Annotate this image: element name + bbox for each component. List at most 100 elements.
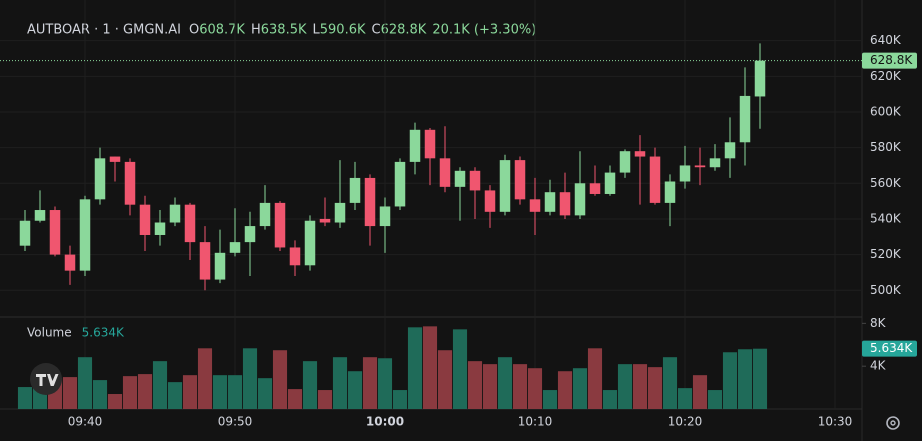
volume-bar xyxy=(512,364,528,409)
volume-badge-label: 5.634K xyxy=(870,341,913,355)
candle-body xyxy=(589,183,601,194)
volume-bar xyxy=(752,348,768,409)
volume-bar xyxy=(92,380,108,409)
volume-bar xyxy=(422,326,438,409)
volume-bar xyxy=(107,394,123,409)
candle-body xyxy=(424,129,436,159)
volume-bar xyxy=(332,357,348,409)
candle-body xyxy=(169,204,181,223)
volume-bar xyxy=(467,361,483,409)
candle-body xyxy=(619,151,631,173)
volume-bar xyxy=(182,375,198,409)
gear-hub xyxy=(890,420,896,426)
volume-bar xyxy=(242,348,258,409)
candle-body xyxy=(709,158,721,168)
volume-bar xyxy=(527,368,543,409)
volume-bar xyxy=(392,390,408,409)
volume-bar xyxy=(677,388,693,409)
candle-body xyxy=(694,165,706,168)
volume-bar xyxy=(377,358,393,409)
volume-bar xyxy=(302,361,318,409)
ohlc-key: O xyxy=(189,23,199,38)
ohlc-value: 628.8K xyxy=(381,23,427,38)
chart-title: AUTBOAR · 1 · GMGN.AI xyxy=(27,23,181,38)
candle-body xyxy=(754,60,766,97)
candle-body xyxy=(124,161,136,205)
y-tick-label: 520K xyxy=(870,247,902,261)
candle-body xyxy=(319,218,331,223)
volume-bar xyxy=(122,376,138,409)
settings-icon[interactable] xyxy=(886,416,900,430)
volume-bar xyxy=(347,371,363,409)
volume-bar xyxy=(647,367,663,409)
volume-tick-label: 4K xyxy=(870,359,887,373)
candle-body xyxy=(229,242,241,253)
volume-bar xyxy=(452,329,468,409)
logo-bg xyxy=(30,363,62,395)
candle-body xyxy=(184,204,196,243)
volume-bar xyxy=(722,352,738,409)
volume-name: Volume xyxy=(27,326,72,340)
volume-bar xyxy=(497,357,513,409)
candle-body xyxy=(34,210,46,221)
y-tick-label: 540K xyxy=(870,211,902,225)
x-tick-label: 10:00 xyxy=(366,415,404,429)
y-tick-label: 640K xyxy=(870,33,902,47)
volume-bar xyxy=(212,375,228,409)
legend-header: AUTBOAR · 1 · GMGN.AI O 608.7K H 638.5K L 590.… xyxy=(27,23,536,38)
candle-body xyxy=(379,206,391,227)
last-price-badge xyxy=(862,52,917,69)
candle-body xyxy=(244,226,256,243)
volume-bar xyxy=(137,374,153,409)
volume-bar xyxy=(707,390,723,409)
volume-bar xyxy=(152,361,168,409)
candle-body xyxy=(139,204,151,235)
candle-body xyxy=(334,202,346,223)
y-tick-label: 560K xyxy=(870,176,902,190)
volume-bar xyxy=(482,364,498,409)
candle-body xyxy=(604,172,616,194)
volume-bar xyxy=(632,364,648,409)
volume-bar xyxy=(17,387,33,409)
logo-glyph xyxy=(36,374,59,386)
candle-body xyxy=(514,160,526,200)
x-tick-label: 09:50 xyxy=(218,415,253,429)
candle-body xyxy=(214,252,226,280)
candle-body xyxy=(469,170,481,191)
volume-bar xyxy=(272,350,288,409)
candle-body xyxy=(64,254,76,271)
candle-body xyxy=(559,192,571,216)
gear-ring xyxy=(886,416,900,430)
candle-body xyxy=(289,247,301,266)
candle-body xyxy=(49,210,61,255)
x-tick-label: 10:10 xyxy=(518,415,553,429)
candle-body xyxy=(679,165,691,182)
ohlc-value: 608.7K xyxy=(199,23,245,38)
volume-bar xyxy=(77,357,93,409)
candle-body xyxy=(634,151,646,157)
y-tick-label: 600K xyxy=(870,104,902,118)
candle-body xyxy=(394,161,406,207)
volume-bar xyxy=(662,357,678,409)
volume-tick-label: 8K xyxy=(870,316,887,330)
candle-body xyxy=(649,156,661,203)
candle-body xyxy=(454,170,466,187)
candle-body xyxy=(259,202,271,227)
volume-bar xyxy=(407,327,423,409)
ohlc-key: H xyxy=(251,23,261,38)
y-tick-label: 580K xyxy=(870,140,902,154)
y-tick-label: 620K xyxy=(870,69,902,83)
candle-body xyxy=(304,220,316,266)
candle-body xyxy=(349,177,361,203)
tv-logo[interactable] xyxy=(30,363,62,395)
volume-bar xyxy=(587,348,603,409)
volume-bar xyxy=(62,377,78,409)
ohlc-key: C xyxy=(372,23,381,38)
ohlc-key: L xyxy=(313,23,321,38)
volume-badge xyxy=(862,340,917,357)
candle-body xyxy=(94,158,106,200)
candle-body xyxy=(109,156,121,162)
volume-bar xyxy=(737,349,753,409)
